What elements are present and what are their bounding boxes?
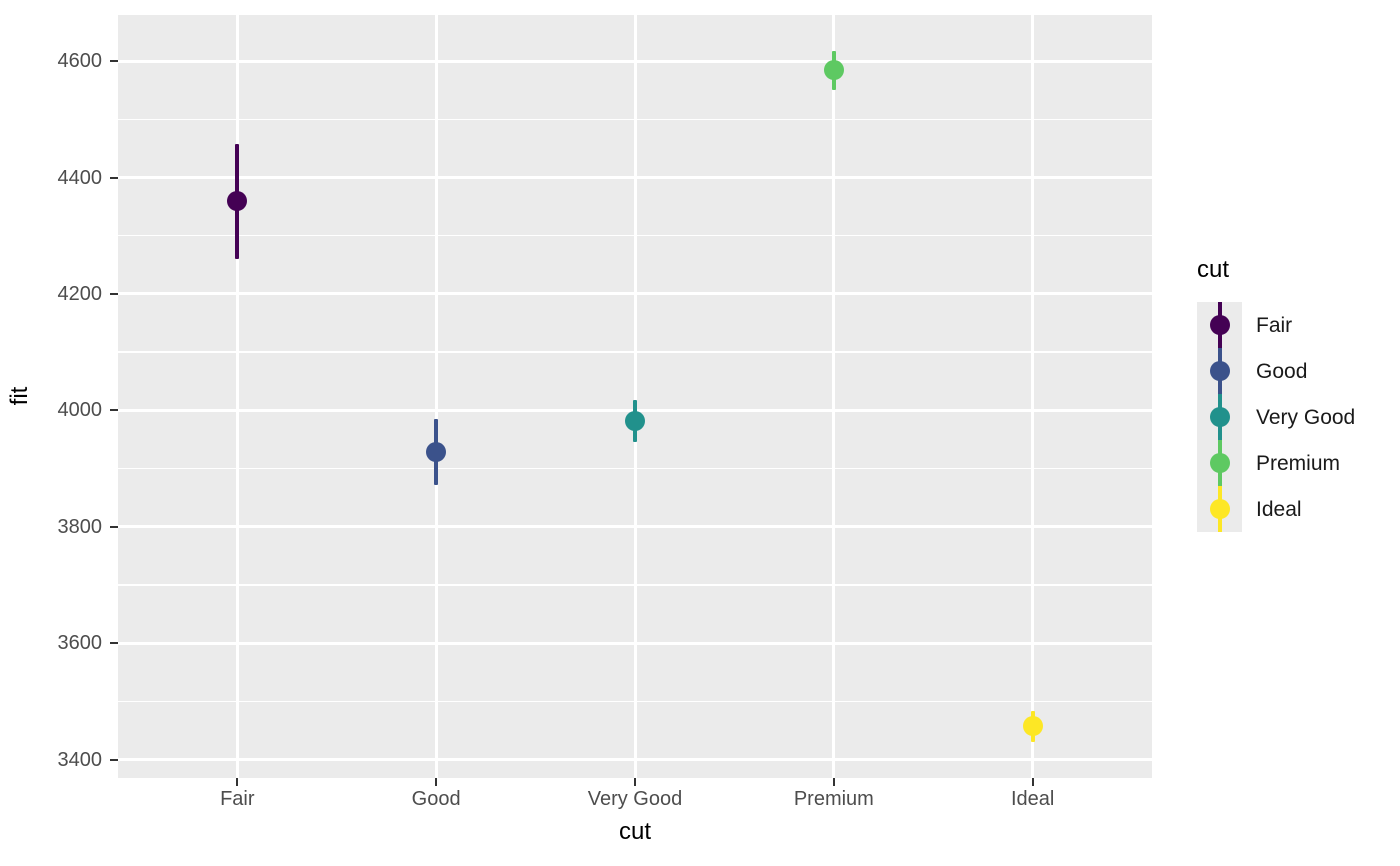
y-tick-label: 3800 (57, 515, 103, 538)
pointrange-dot-very-good (625, 411, 645, 432)
legend-item-very-good: Very Good (1197, 394, 1355, 440)
legend-key-premium (1197, 440, 1242, 486)
x-tick-label: Very Good (587, 788, 683, 810)
y-tick-label: 3400 (57, 748, 103, 771)
x-tick-label: Premium (793, 788, 874, 810)
legend-item-good: Good (1197, 348, 1355, 394)
legend-key-ideal (1197, 486, 1242, 532)
legend-item-label: Premium (1256, 451, 1341, 475)
pointrange-dot-fair (227, 191, 248, 212)
y-tick-label: 4600 (57, 50, 103, 72)
pointrange-icon (1209, 499, 1230, 519)
legend-key-very-good (1197, 394, 1242, 440)
legend-items: Fair Good Very Good Premium Ideal (1197, 302, 1355, 532)
pointrange-icon (1209, 361, 1230, 381)
legend-item-label: Good (1256, 359, 1308, 383)
legend-item-label: Ideal (1256, 497, 1302, 521)
x-axis-title: cut (618, 818, 651, 845)
y-tick-mark (110, 176, 118, 179)
x-tick-mark (236, 778, 239, 786)
x-tick-mark (832, 778, 835, 786)
legend-item-premium: Premium (1197, 440, 1355, 486)
y-tick-label: 4000 (57, 399, 103, 422)
y-tick-mark (110, 642, 118, 645)
legend-key-fair (1197, 302, 1242, 348)
x-tick-label: Ideal (1011, 788, 1055, 810)
y-tick-label: 4400 (57, 166, 103, 189)
vertical-gridline (832, 15, 836, 778)
legend-item-label: Very Good (1256, 405, 1356, 429)
y-axis-title: fit (6, 386, 33, 406)
y-tick-mark (110, 525, 118, 528)
y-tick-mark (110, 292, 118, 295)
vertical-gridline (434, 15, 438, 778)
pointrange-icon (1209, 407, 1230, 427)
x-tick-mark (634, 778, 636, 786)
legend-item-label: Fair (1256, 313, 1293, 337)
y-tick-mark (110, 758, 118, 761)
y-tick-mark (110, 409, 118, 412)
y-tick-label: 3600 (57, 632, 103, 655)
pointrange-dot-ideal (1022, 716, 1043, 737)
vertical-gridline (1031, 15, 1035, 778)
pointrange-icon (1209, 315, 1230, 335)
plot-panel (118, 15, 1152, 778)
x-tick-mark (1031, 778, 1034, 786)
legend-title: cut (1197, 256, 1230, 283)
legend-key-good (1197, 348, 1242, 394)
x-tick-label: Good (411, 788, 461, 810)
vertical-gridline (235, 15, 239, 778)
legend: cut Fair Good Very Good Premium Ideal (1197, 258, 1355, 532)
y-tick-mark (110, 60, 118, 62)
pointrange-dot-good (426, 441, 447, 462)
legend-item-ideal: Ideal (1197, 486, 1355, 532)
x-tick-mark (435, 778, 438, 786)
pointrange-icon (1209, 453, 1230, 473)
y-tick-label: 4200 (57, 282, 103, 305)
x-tick-label: Fair (220, 788, 255, 810)
pointrange-dot-premium (823, 60, 844, 81)
legend-item-fair: Fair (1197, 302, 1355, 348)
vertical-gridline (633, 15, 637, 778)
